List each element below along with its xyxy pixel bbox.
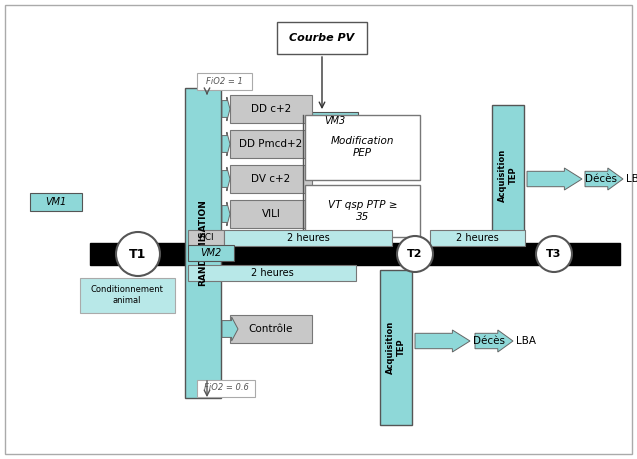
Text: T3: T3 — [547, 249, 562, 259]
FancyArrow shape — [527, 168, 582, 190]
Bar — [80, 278, 175, 313]
Bar — [305, 185, 420, 237]
FancyArrow shape — [585, 168, 623, 190]
Text: FiO2 = 1: FiO2 = 1 — [206, 77, 243, 85]
Text: VM1: VM1 — [45, 197, 67, 207]
Text: Conditionnement
animal: Conditionnement animal — [90, 285, 164, 305]
Bar — [277, 22, 367, 54]
Text: Contrôle: Contrôle — [249, 324, 293, 334]
Text: RANDOMISATION: RANDOMISATION — [199, 200, 208, 286]
Bar — [197, 73, 252, 90]
Bar — [188, 230, 224, 246]
FancyArrow shape — [415, 330, 470, 352]
Text: VM2: VM2 — [201, 248, 222, 258]
Text: T2: T2 — [407, 249, 423, 259]
Bar — [224, 230, 392, 246]
Text: HCl: HCl — [198, 234, 214, 242]
FancyArrow shape — [222, 317, 238, 341]
Bar — [230, 165, 312, 193]
Bar — [185, 243, 620, 265]
Text: DD Pmcd+2: DD Pmcd+2 — [240, 139, 303, 149]
Text: VILI: VILI — [262, 209, 280, 219]
Text: DD c+2: DD c+2 — [251, 104, 291, 114]
Bar — [185, 88, 221, 398]
Bar — [430, 230, 525, 246]
FancyArrow shape — [475, 330, 513, 352]
FancyArrow shape — [222, 167, 230, 191]
Text: LBA: LBA — [516, 336, 536, 346]
Circle shape — [397, 236, 433, 272]
Bar — [305, 115, 420, 180]
Text: 2 heures: 2 heures — [250, 268, 294, 278]
Bar — [492, 105, 524, 245]
Bar — [197, 380, 255, 397]
FancyArrow shape — [222, 97, 230, 121]
Text: Acquisition
TEP: Acquisition TEP — [498, 148, 518, 202]
Text: FiO2 = 0.6: FiO2 = 0.6 — [204, 384, 248, 392]
Text: LBA: LBA — [626, 174, 637, 184]
Bar — [230, 95, 312, 123]
Bar — [188, 245, 234, 261]
Bar — [230, 130, 312, 158]
Text: 2 heures: 2 heures — [455, 233, 498, 243]
FancyArrow shape — [222, 132, 230, 156]
Bar — [312, 112, 358, 130]
Bar — [30, 193, 82, 211]
FancyArrow shape — [222, 202, 230, 226]
Circle shape — [116, 232, 160, 276]
Text: 2 heures: 2 heures — [287, 233, 329, 243]
Text: Acquisition
TEP: Acquisition TEP — [386, 320, 406, 374]
Text: Décès: Décès — [473, 336, 505, 346]
Text: T1: T1 — [129, 247, 147, 261]
Text: VT qsp PTP ≥
35: VT qsp PTP ≥ 35 — [328, 200, 397, 222]
Bar — [188, 265, 356, 281]
Bar — [230, 200, 312, 228]
Circle shape — [536, 236, 572, 272]
Text: Décès: Décès — [585, 174, 617, 184]
Text: VM3: VM3 — [324, 116, 346, 126]
Bar — [90, 243, 187, 265]
Bar — [380, 270, 412, 425]
Text: DV c+2: DV c+2 — [252, 174, 290, 184]
Text: Modification
PEP: Modification PEP — [331, 136, 394, 158]
Text: Courbe PV: Courbe PV — [289, 33, 355, 43]
Bar — [230, 315, 312, 343]
